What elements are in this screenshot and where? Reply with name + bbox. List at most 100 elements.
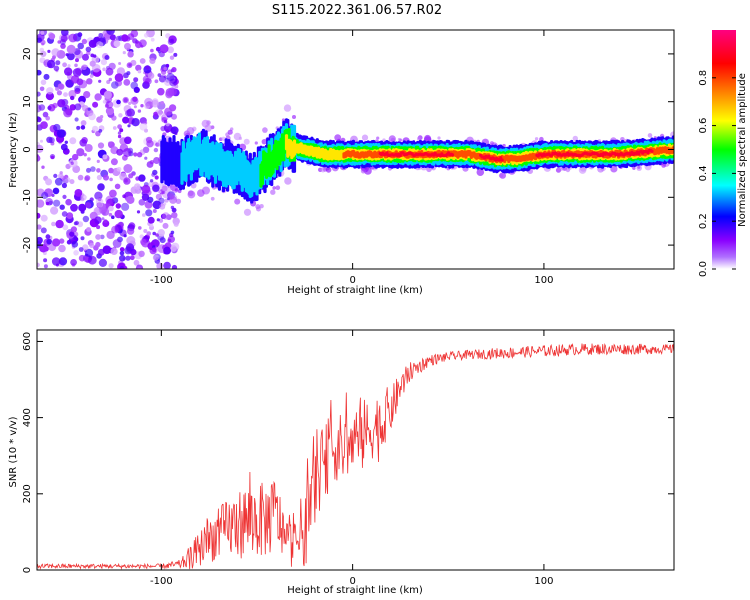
- spectrogram-haze-mark: [234, 198, 241, 205]
- spectrogram-noise-mark: [62, 224, 69, 231]
- spectrogram-haze-mark: [388, 135, 396, 143]
- spectrogram-noise-mark: [54, 177, 63, 186]
- spectrogram-noise-mark: [117, 124, 122, 130]
- spectrogram-noise-mark: [161, 69, 167, 75]
- spectrogram-noise-mark: [143, 229, 148, 233]
- snr-series-line: [37, 342, 674, 570]
- spectrogram-noise-mark: [92, 101, 99, 108]
- spectrogram-haze-mark: [382, 138, 386, 142]
- spectrogram-ridge-mark: [398, 153, 402, 158]
- spectrogram-noise-mark: [45, 198, 53, 206]
- spectrogram-noise-mark: [53, 199, 61, 207]
- colorbar: 0.0 0.2 0.4 0.6 0.8 Normalized spectral ampl…: [698, 30, 748, 277]
- spectrogram-xtick-label: 100: [534, 275, 553, 286]
- spectrogram-haze-mark: [259, 204, 264, 209]
- spectrogram-noise-mark: [171, 113, 177, 120]
- spectrogram-noise-mark: [117, 134, 122, 139]
- spectrogram-noise-mark: [170, 205, 175, 210]
- spectrogram-noise-mark: [133, 77, 139, 83]
- spectrogram-noise-mark: [37, 144, 44, 153]
- spectrogram-noise-mark: [133, 259, 140, 266]
- spectrogram-noise-mark: [159, 203, 166, 210]
- spectrogram-haze-mark: [167, 193, 175, 200]
- spectrogram-noise-mark: [86, 78, 93, 85]
- spectrogram-noise-mark: [145, 65, 150, 70]
- spectrogram-ytick-label: -10: [22, 189, 33, 205]
- colorbar-tick-label: 0.0: [698, 261, 709, 277]
- spectrogram-noise-mark: [119, 128, 124, 133]
- spectrogram-noise-mark: [70, 75, 80, 84]
- spectrogram-noise-mark: [125, 243, 135, 252]
- spectrogram-noise-mark: [75, 67, 83, 76]
- spectrogram-noise-mark: [83, 91, 91, 99]
- spectrogram-noise-mark: [74, 103, 82, 111]
- spectrogram-noise-mark: [103, 219, 108, 224]
- spectrogram-noise-mark: [163, 120, 168, 124]
- spectrogram-haze-mark: [647, 133, 653, 138]
- spectrogram-noise-mark: [97, 201, 103, 208]
- spectrogram-noise-mark: [159, 237, 166, 244]
- spectrogram-noise-mark: [57, 40, 61, 44]
- spectrogram-noise-mark: [112, 239, 122, 248]
- spectrogram-noise-mark: [138, 250, 145, 257]
- spectrogram-noise-mark: [144, 156, 148, 160]
- spectrogram-noise-mark: [123, 164, 133, 173]
- spectrogram-noise-mark: [112, 126, 117, 130]
- spectrogram-noise-mark: [139, 234, 144, 239]
- spectrogram-noise-mark: [94, 216, 102, 224]
- spectrogram-noise-mark: [66, 212, 74, 220]
- spectrogram-ytick-label: 10: [22, 95, 33, 108]
- spectrogram-noise-mark: [60, 35, 68, 42]
- spectrogram-noise-mark: [98, 258, 107, 267]
- spectrogram-noise-mark: [43, 61, 47, 66]
- spectrogram-noise-mark: [115, 203, 122, 209]
- spectrogram-noise-mark: [165, 122, 170, 127]
- spectrogram-noise-mark: [71, 241, 79, 248]
- spectrogram-haze-mark: [270, 189, 276, 195]
- spectrogram-noise-mark: [40, 139, 43, 143]
- spectrogram-noise-mark: [106, 230, 115, 240]
- spectrogram-noise-mark: [123, 79, 131, 86]
- spectrogram-noise-mark: [156, 218, 160, 222]
- spectrogram-noise-mark: [84, 248, 94, 257]
- spectrogram-noise-mark: [42, 111, 49, 118]
- spectrogram-haze-mark: [233, 132, 242, 141]
- colorbar-label: Normalized spectral amplitude: [737, 73, 748, 227]
- spectrogram-haze-mark: [210, 196, 215, 201]
- spectrogram-noise-mark: [158, 75, 167, 83]
- spectrogram-noise-mark: [167, 38, 174, 46]
- spectrogram-noise-mark: [151, 247, 157, 253]
- spectrogram-noise-mark: [45, 178, 53, 186]
- spectrogram-haze-mark: [243, 138, 250, 145]
- snr-ytick-label: 0: [22, 567, 33, 573]
- spectrogram-noise-mark: [105, 195, 115, 205]
- spectrogram-noise-mark: [59, 171, 63, 175]
- spectrogram-noise-mark: [102, 245, 112, 254]
- spectrogram-noise-mark: [81, 38, 88, 45]
- spectrogram-ridge-mark: [500, 158, 504, 162]
- spectrogram-noise-mark: [37, 224, 42, 230]
- spectrogram-haze-mark: [197, 189, 205, 197]
- spectrogram-noise-mark: [116, 166, 122, 172]
- spectrogram-noise-mark: [157, 229, 165, 237]
- spectrogram-noise-mark: [99, 36, 106, 43]
- spectrogram-noise-mark: [67, 52, 75, 61]
- spectrogram-noise-mark: [40, 121, 48, 129]
- spectrogram-noise-mark: [86, 50, 91, 56]
- spectrogram-noise-mark: [66, 44, 76, 54]
- spectrogram-noise-mark: [143, 32, 149, 38]
- spectrogram-noise-mark: [127, 33, 135, 40]
- spectrogram-noise-mark: [37, 69, 42, 76]
- spectrogram-noise-mark: [94, 208, 100, 214]
- spectrogram-noise-mark: [69, 231, 75, 237]
- spectrogram-noise-mark: [94, 93, 102, 101]
- spectrogram-noise-mark: [95, 234, 101, 240]
- spectrogram-noise-mark: [102, 99, 107, 104]
- snr-ytick-label: 600: [22, 332, 33, 351]
- spectrogram-noise-mark: [46, 238, 52, 245]
- spectrogram-noise-mark: [51, 48, 60, 57]
- spectrogram-noise-mark: [106, 30, 115, 35]
- spectrogram-noise-mark: [82, 215, 90, 223]
- spectrogram-noise-mark: [157, 87, 165, 96]
- spectrogram-noise-mark: [46, 87, 54, 95]
